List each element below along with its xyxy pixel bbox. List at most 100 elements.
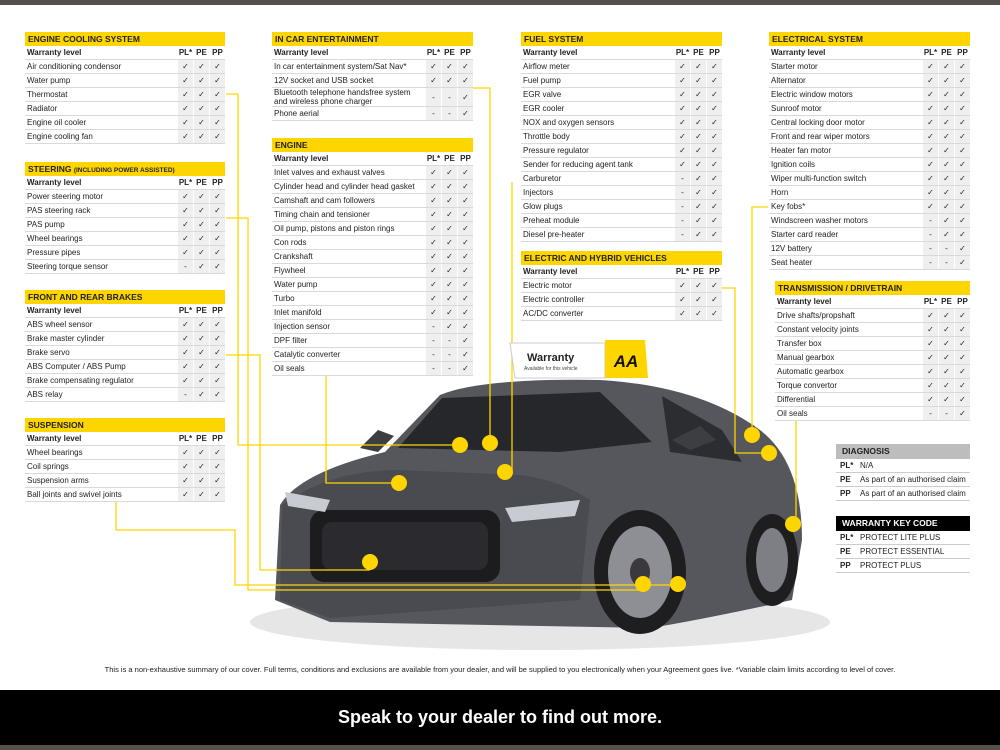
cover-mark: ✓ [457,180,473,193]
header-cell: PE [193,176,209,189]
component-name: Sunroof motor [771,104,822,113]
table-title-text: Fuel system [524,34,584,44]
cover-mark: ✓ [441,278,457,291]
header-cell: PP [706,265,722,278]
cover-mark: ✓ [177,60,193,73]
cover-mark: ✓ [209,332,225,345]
component-name: Brake servo [27,348,70,357]
table-row: Key fobs* ✓ ✓ ✓ [769,200,970,214]
table-row: PAS steering rack ✓ ✓ ✓ [25,204,225,218]
header-cell: Warranty level [274,154,329,163]
key-code: PP [840,561,851,570]
cover-mark: ✓ [425,222,441,235]
cover-mark: ✓ [441,166,457,179]
cover-mark: ✓ [922,323,938,336]
key-code: PL* [840,461,854,470]
table-row: Engine cooling fan ✓ ✓ ✓ [25,130,225,144]
key-code-box: WARRANTY KEY CODE PL* PROTECT LITE PLUS PE… [836,516,970,573]
cover-mark: ✓ [441,194,457,207]
table-row: Horn ✓ ✓ ✓ [769,186,970,200]
header-cell: PE [690,46,706,59]
cover-mark: ✓ [177,346,193,359]
sign-logo: AA [613,352,639,371]
table-row: Oil pump, pistons and piston rings ✓ ✓ ✓ [272,222,473,236]
cover-mark: ✓ [177,474,193,487]
key-code: PL* [840,533,854,542]
key-row: PE PROTECT ESSENTIAL [836,545,970,559]
component-name: AC/DC converter [523,309,584,318]
header-cell: Warranty level [771,48,826,57]
cover-mark: ✓ [425,60,441,73]
cover-mark: ✓ [922,186,938,199]
cover-mark: ✓ [457,60,473,73]
component-name: Airflow meter [523,62,570,71]
cover-mark: ✓ [922,351,938,364]
cover-mark: ✓ [938,158,954,171]
cover-mark: ✓ [193,374,209,387]
component-name: Seat heater [771,258,813,267]
component-name: ABS wheel sensor [27,320,93,329]
component-name: Flywheel [274,266,306,275]
header-row: Warranty level PL* PE PP [775,295,970,309]
cover-mark: - [674,228,690,241]
cover-mark: ✓ [209,488,225,501]
cover-mark: ✓ [938,309,954,322]
cover-mark: ✓ [457,74,473,87]
key-code-title: WARRANTY KEY CODE [836,516,970,531]
table-row: Central locking door motor ✓ ✓ ✓ [769,116,970,130]
cover-mark: ✓ [209,74,225,87]
table-title: Fuel system [521,32,722,46]
cover-mark: ✓ [922,379,938,392]
cover-mark: ✓ [193,260,209,273]
cover-mark: ✓ [457,348,473,361]
header-row: Warranty level PL* PE PP [521,46,722,60]
header-cell: Warranty level [27,48,82,57]
cover-mark: - [425,348,441,361]
cover-mark: ✓ [441,208,457,221]
cover-mark: ✓ [457,250,473,263]
cover-mark: ✓ [193,318,209,331]
header-cell: PL* [922,295,938,308]
table-row: Automatic gearbox ✓ ✓ ✓ [775,365,970,379]
table-title: Electrical system [769,32,970,46]
cover-mark: ✓ [209,246,225,259]
component-name: Ball joints and swivel joints [27,490,122,499]
cover-mark: ✓ [690,60,706,73]
cover-mark: ✓ [954,323,970,336]
cover-mark: ✓ [674,116,690,129]
header-cell: PP [209,46,225,59]
cover-mark: ✓ [177,88,193,101]
cover-mark: ✓ [209,232,225,245]
header-cell: PE [193,46,209,59]
cover-mark: ✓ [425,208,441,221]
table-row: Sender for reducing agent tank ✓ ✓ ✓ [521,158,722,172]
cover-mark: ✓ [690,102,706,115]
cover-mark: ✓ [690,228,706,241]
component-name: Oil pump, pistons and piston rings [274,224,395,233]
cover-mark: ✓ [441,264,457,277]
cover-mark: ✓ [177,318,193,331]
header-cell: PE [193,432,209,445]
warranty-table: Engine cooling system Warranty level PL* PE… [25,32,225,144]
cover-mark: - [441,107,457,120]
cover-mark: - [441,348,457,361]
header-cell: Warranty level [27,178,82,187]
cover-mark: ✓ [690,130,706,143]
component-name: Heater fan motor [771,146,832,155]
cover-mark: ✓ [441,60,457,73]
cover-mark: ✓ [922,365,938,378]
cover-mark: ✓ [922,393,938,406]
cover-mark: ✓ [177,218,193,231]
cover-mark: - [674,200,690,213]
component-name: Starter card reader [771,230,839,239]
header-cell: PE [938,46,954,59]
cover-mark: ✓ [922,116,938,129]
component-name: Wheel bearings [27,448,83,457]
warranty-table: In car entertainment Warranty level PL* PE P… [272,32,473,121]
cover-mark: ✓ [177,488,193,501]
cover-mark: ✓ [209,116,225,129]
cover-mark: - [922,214,938,227]
component-name: Front and rear wiper motors [771,132,870,141]
cover-mark: ✓ [457,306,473,319]
